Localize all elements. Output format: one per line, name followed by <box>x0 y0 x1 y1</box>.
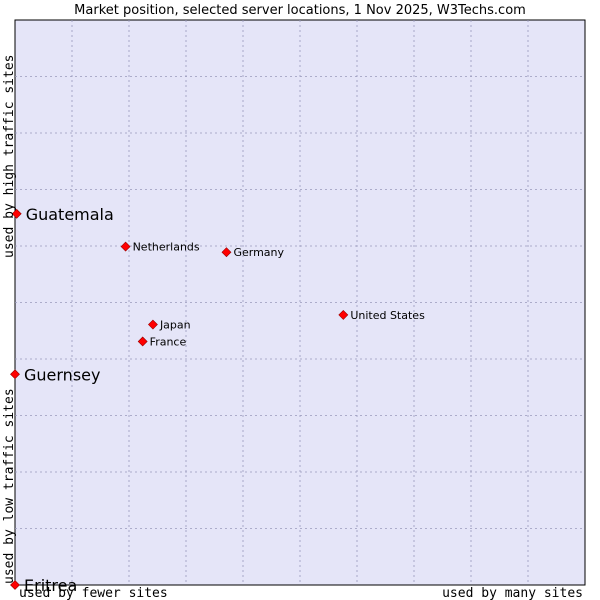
chart-title: Market position, selected server locatio… <box>74 3 526 18</box>
point-label-france: France <box>150 335 187 348</box>
x-axis-label-low: used by fewer sites <box>19 586 168 600</box>
point-label-eritrea: Eritrea <box>24 576 77 595</box>
point-marker-germany[interactable] <box>221 247 232 258</box>
point-label-guatemala: Guatemala <box>26 205 114 224</box>
point-label-netherlands: Netherlands <box>133 241 200 254</box>
y-axis-label-high: used by high traffic sites <box>2 55 17 259</box>
point-marker-guatemala[interactable] <box>11 208 22 219</box>
y-axis-label-low: used by low traffic sites <box>2 388 17 584</box>
point-marker-guernsey[interactable] <box>10 369 20 380</box>
point-marker-netherlands[interactable] <box>120 241 131 252</box>
data-points: Guatemala Netherlands Germany United States… <box>10 205 425 595</box>
point-label-united-states: United States <box>350 309 425 322</box>
point-marker-eritrea[interactable] <box>10 580 20 590</box>
point-marker-united-states[interactable] <box>338 310 349 320</box>
point-marker-france[interactable] <box>137 336 148 347</box>
point-marker-japan[interactable] <box>148 319 158 330</box>
grid-lines <box>15 20 585 585</box>
point-label-japan: Japan <box>159 319 191 332</box>
point-label-guernsey: Guernsey <box>24 365 100 384</box>
x-axis-label-high: used by many sites <box>442 586 583 600</box>
point-label-germany: Germany <box>233 246 284 259</box>
